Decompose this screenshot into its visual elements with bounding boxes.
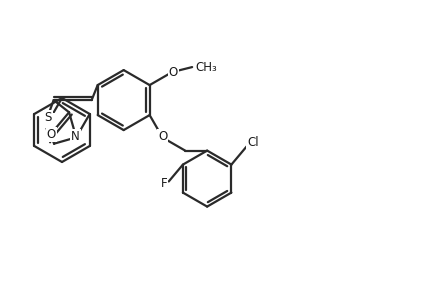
Text: O: O (46, 128, 56, 141)
Text: S: S (44, 111, 52, 124)
Text: O: O (169, 66, 178, 79)
Text: O: O (158, 130, 167, 143)
Text: N: N (71, 130, 79, 143)
Text: Cl: Cl (247, 136, 259, 149)
Text: F: F (161, 177, 167, 190)
Text: N: N (45, 114, 54, 127)
Text: CH₃: CH₃ (195, 61, 217, 74)
